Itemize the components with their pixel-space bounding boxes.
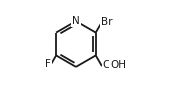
- Text: F: F: [45, 59, 51, 69]
- Text: Br: Br: [101, 17, 112, 27]
- Text: N: N: [72, 16, 80, 26]
- Text: 2: 2: [108, 63, 113, 73]
- Text: OH: OH: [110, 60, 126, 70]
- Text: CH: CH: [102, 60, 117, 70]
